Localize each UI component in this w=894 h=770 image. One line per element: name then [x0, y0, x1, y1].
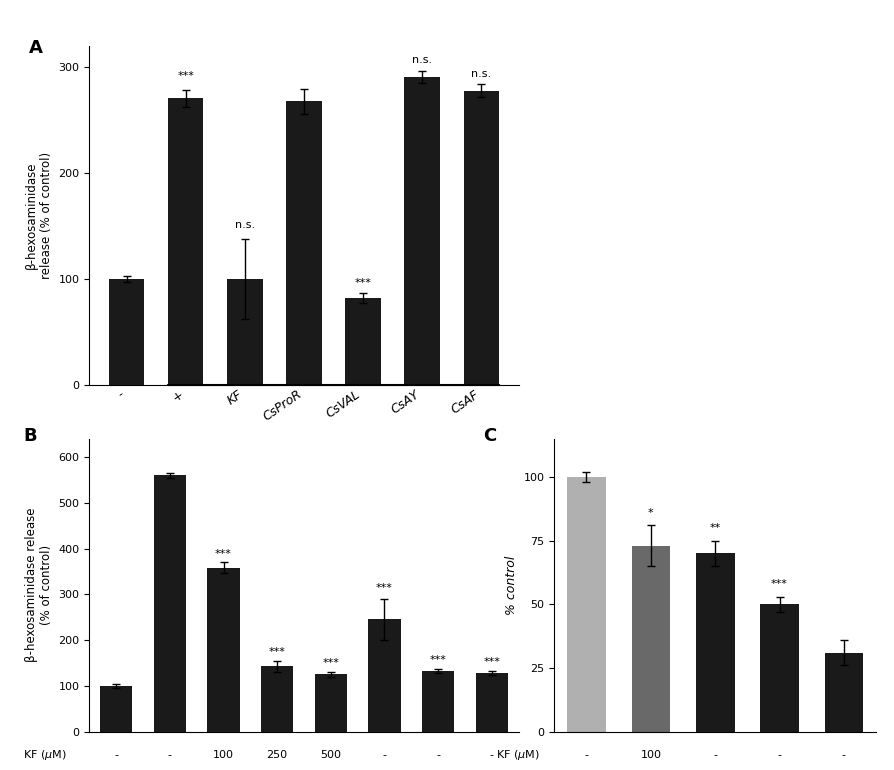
Bar — [207, 567, 240, 732]
Bar — [476, 673, 508, 732]
Text: ***: *** — [376, 584, 392, 594]
Bar — [824, 653, 864, 732]
Bar — [315, 675, 347, 732]
Bar — [422, 671, 454, 731]
Text: DNP-BSA (500 ng/ml): DNP-BSA (500 ng/ml) — [259, 444, 408, 457]
Text: -: - — [778, 750, 781, 760]
Text: ***: *** — [355, 278, 372, 288]
Text: C: C — [484, 427, 497, 445]
Text: 250: 250 — [266, 750, 288, 760]
Bar — [168, 98, 204, 385]
Text: ***: *** — [215, 549, 232, 559]
Bar — [286, 102, 322, 385]
Text: 100: 100 — [213, 750, 234, 760]
Bar — [404, 77, 440, 385]
Text: -: - — [168, 750, 172, 760]
Text: **: ** — [710, 523, 721, 533]
Text: ***: *** — [323, 658, 339, 668]
Bar — [760, 604, 799, 732]
Text: KF ($\mu$M): KF ($\mu$M) — [496, 748, 540, 762]
Text: ***: *** — [177, 71, 194, 81]
Bar — [345, 298, 381, 385]
Bar — [464, 91, 499, 385]
Bar — [567, 477, 606, 732]
Text: ***: *** — [772, 579, 788, 589]
Text: -: - — [713, 750, 717, 760]
Text: 500: 500 — [320, 750, 342, 760]
Text: ***: *** — [269, 647, 285, 657]
Text: *: * — [648, 507, 654, 517]
Text: -: - — [383, 750, 386, 760]
Y-axis label: β-hexosaminidase
release (% of control): β-hexosaminidase release (% of control) — [25, 152, 53, 280]
Text: ***: *** — [430, 655, 446, 665]
Bar — [227, 280, 263, 385]
Text: -: - — [842, 750, 846, 760]
Y-axis label: β-hexosaminidase release
(% of control): β-hexosaminidase release (% of control) — [25, 508, 53, 662]
Text: ***: *** — [484, 657, 500, 667]
Text: -: - — [114, 750, 118, 760]
Bar — [696, 554, 735, 732]
Text: KF ($\mu$M): KF ($\mu$M) — [23, 748, 66, 762]
Bar — [109, 280, 144, 385]
Text: n.s.: n.s. — [412, 55, 432, 65]
Bar — [631, 546, 670, 732]
Bar — [261, 666, 293, 731]
Text: 100: 100 — [640, 750, 662, 760]
Y-axis label: % control: % control — [505, 555, 518, 615]
Bar — [154, 475, 186, 732]
Bar — [368, 620, 401, 732]
Text: n.s.: n.s. — [235, 220, 255, 230]
Text: n.s.: n.s. — [471, 69, 492, 79]
Bar — [100, 686, 132, 732]
Text: -: - — [490, 750, 493, 760]
Text: B: B — [23, 427, 37, 445]
Text: -: - — [436, 750, 440, 760]
Text: -: - — [585, 750, 588, 760]
Text: A: A — [30, 39, 43, 58]
